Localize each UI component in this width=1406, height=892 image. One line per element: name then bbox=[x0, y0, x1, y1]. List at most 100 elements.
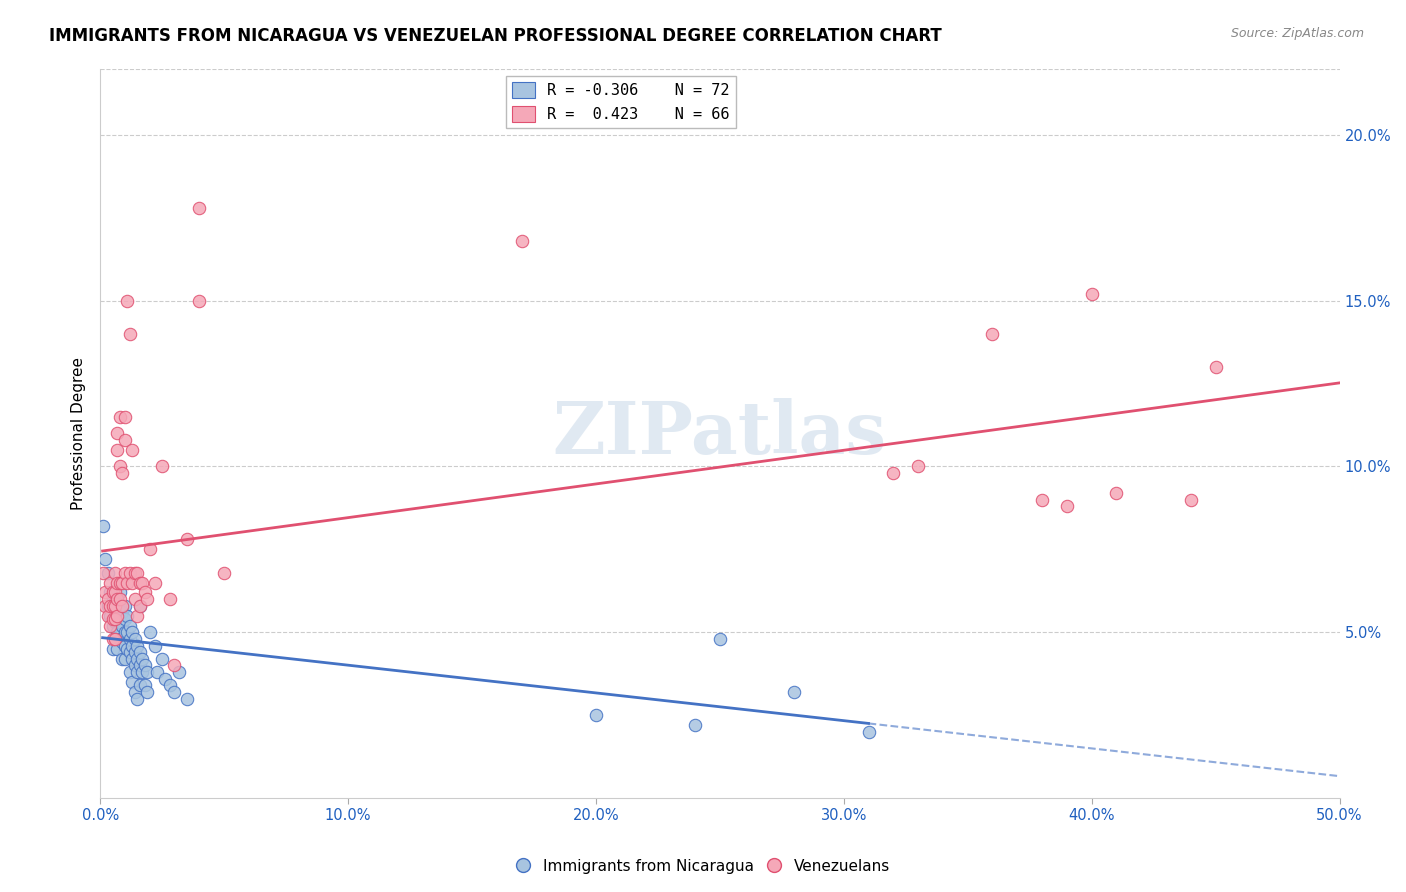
Immigrants from Nicaragua bbox=[131, 652, 153, 666]
Immigrants from Nicaragua bbox=[108, 615, 131, 630]
Immigrants from Nicaragua bbox=[683, 718, 706, 732]
Immigrants from Nicaragua bbox=[146, 665, 169, 679]
Immigrants from Nicaragua bbox=[108, 632, 131, 646]
Immigrants from Nicaragua bbox=[117, 641, 139, 656]
Immigrants from Nicaragua bbox=[134, 678, 156, 692]
Immigrants from Nicaragua bbox=[97, 599, 120, 613]
Immigrants from Nicaragua bbox=[159, 678, 181, 692]
Immigrants from Nicaragua bbox=[114, 639, 136, 653]
Immigrants from Nicaragua bbox=[111, 618, 134, 632]
Immigrants from Nicaragua bbox=[134, 658, 156, 673]
Venezuelans bbox=[159, 592, 181, 607]
Venezuelans bbox=[188, 293, 211, 308]
Venezuelans bbox=[150, 459, 173, 474]
Immigrants from Nicaragua bbox=[108, 585, 131, 599]
Immigrants from Nicaragua bbox=[121, 675, 143, 690]
Venezuelans bbox=[111, 575, 134, 590]
Immigrants from Nicaragua bbox=[117, 625, 139, 640]
Immigrants from Nicaragua bbox=[783, 685, 806, 699]
Venezuelans bbox=[1180, 492, 1202, 507]
Venezuelans bbox=[907, 459, 929, 474]
Text: ZIPatlas: ZIPatlas bbox=[553, 398, 887, 469]
Immigrants from Nicaragua bbox=[124, 658, 146, 673]
Venezuelans bbox=[121, 442, 143, 457]
Venezuelans bbox=[104, 566, 127, 580]
Venezuelans bbox=[108, 459, 131, 474]
Immigrants from Nicaragua bbox=[127, 639, 149, 653]
Venezuelans bbox=[97, 592, 120, 607]
Venezuelans bbox=[138, 542, 160, 557]
Venezuelans bbox=[107, 608, 129, 623]
Immigrants from Nicaragua bbox=[858, 724, 880, 739]
Immigrants from Nicaragua bbox=[91, 519, 114, 533]
Venezuelans bbox=[114, 433, 136, 447]
Venezuelans bbox=[108, 575, 131, 590]
Immigrants from Nicaragua bbox=[121, 652, 143, 666]
Immigrants from Nicaragua bbox=[107, 625, 129, 640]
Immigrants from Nicaragua bbox=[118, 645, 141, 659]
Immigrants from Nicaragua bbox=[124, 645, 146, 659]
Venezuelans bbox=[111, 466, 134, 480]
Text: IMMIGRANTS FROM NICARAGUA VS VENEZUELAN PROFESSIONAL DEGREE CORRELATION CHART: IMMIGRANTS FROM NICARAGUA VS VENEZUELAN … bbox=[49, 27, 942, 45]
Venezuelans bbox=[1105, 486, 1128, 500]
Venezuelans bbox=[188, 201, 211, 215]
Venezuelans bbox=[131, 575, 153, 590]
Immigrants from Nicaragua bbox=[107, 592, 129, 607]
Immigrants from Nicaragua bbox=[124, 685, 146, 699]
Venezuelans bbox=[1205, 359, 1227, 374]
Immigrants from Nicaragua bbox=[124, 632, 146, 646]
Venezuelans bbox=[107, 426, 129, 441]
Text: Source: ZipAtlas.com: Source: ZipAtlas.com bbox=[1230, 27, 1364, 40]
Immigrants from Nicaragua bbox=[101, 592, 124, 607]
Venezuelans bbox=[121, 575, 143, 590]
Venezuelans bbox=[107, 592, 129, 607]
Venezuelans bbox=[101, 612, 124, 626]
Venezuelans bbox=[134, 585, 156, 599]
Venezuelans bbox=[108, 592, 131, 607]
Immigrants from Nicaragua bbox=[153, 672, 176, 686]
Venezuelans bbox=[98, 618, 121, 632]
Venezuelans bbox=[1031, 492, 1053, 507]
Venezuelans bbox=[101, 632, 124, 646]
Immigrants from Nicaragua bbox=[118, 632, 141, 646]
Immigrants from Nicaragua bbox=[114, 612, 136, 626]
Y-axis label: Professional Degree: Professional Degree bbox=[72, 357, 86, 510]
Legend: Immigrants from Nicaragua, Venezuelans: Immigrants from Nicaragua, Venezuelans bbox=[509, 853, 897, 880]
Immigrants from Nicaragua bbox=[98, 585, 121, 599]
Immigrants from Nicaragua bbox=[111, 606, 134, 620]
Immigrants from Nicaragua bbox=[121, 625, 143, 640]
Immigrants from Nicaragua bbox=[114, 652, 136, 666]
Immigrants from Nicaragua bbox=[163, 685, 186, 699]
Immigrants from Nicaragua bbox=[107, 641, 129, 656]
Immigrants from Nicaragua bbox=[169, 665, 191, 679]
Venezuelans bbox=[118, 326, 141, 341]
Immigrants from Nicaragua bbox=[121, 639, 143, 653]
Venezuelans bbox=[107, 575, 129, 590]
Immigrants from Nicaragua bbox=[101, 618, 124, 632]
Immigrants from Nicaragua bbox=[108, 599, 131, 613]
Immigrants from Nicaragua bbox=[709, 632, 731, 646]
Venezuelans bbox=[128, 575, 150, 590]
Venezuelans bbox=[111, 599, 134, 613]
Venezuelans bbox=[118, 566, 141, 580]
Venezuelans bbox=[1080, 287, 1102, 301]
Venezuelans bbox=[510, 234, 533, 248]
Immigrants from Nicaragua bbox=[127, 691, 149, 706]
Immigrants from Nicaragua bbox=[107, 608, 129, 623]
Immigrants from Nicaragua bbox=[128, 678, 150, 692]
Venezuelans bbox=[107, 442, 129, 457]
Venezuelans bbox=[94, 599, 117, 613]
Venezuelans bbox=[127, 566, 149, 580]
Venezuelans bbox=[94, 585, 117, 599]
Venezuelans bbox=[108, 409, 131, 424]
Immigrants from Nicaragua bbox=[114, 599, 136, 613]
Venezuelans bbox=[143, 575, 166, 590]
Immigrants from Nicaragua bbox=[136, 685, 159, 699]
Venezuelans bbox=[98, 575, 121, 590]
Venezuelans bbox=[98, 599, 121, 613]
Immigrants from Nicaragua bbox=[176, 691, 198, 706]
Venezuelans bbox=[882, 466, 904, 480]
Venezuelans bbox=[101, 599, 124, 613]
Venezuelans bbox=[104, 585, 127, 599]
Immigrants from Nicaragua bbox=[118, 665, 141, 679]
